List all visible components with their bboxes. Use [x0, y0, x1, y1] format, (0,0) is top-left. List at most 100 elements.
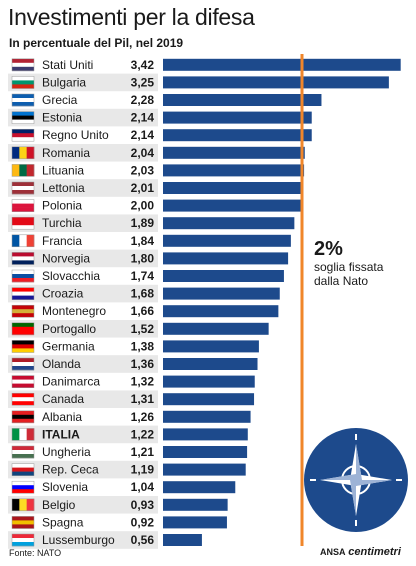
country-label: Polonia: [42, 199, 82, 213]
value-label: 1,89: [131, 216, 155, 230]
bar: [163, 322, 269, 335]
flag-icon: [11, 463, 35, 476]
flag-stripe: [26, 146, 35, 159]
row-background: [8, 390, 158, 408]
value-label: 2,14: [131, 111, 155, 125]
country-label: Regno Unito: [42, 128, 109, 142]
flag-stripe: [12, 446, 34, 451]
bar: [163, 58, 401, 71]
flag-icon: [11, 269, 35, 283]
row-background: [8, 284, 158, 303]
flag-stripe: [12, 62, 34, 68]
flag-stripe: [12, 428, 20, 441]
bar: [163, 217, 295, 230]
flag-stripe: [12, 516, 34, 521]
flag-stripe: [12, 393, 34, 398]
bar: [163, 446, 248, 458]
flag-stripe: [12, 305, 34, 310]
country-label: Germania: [42, 339, 95, 353]
flag-stripe: [12, 94, 34, 99]
value-label: 1,22: [131, 427, 155, 441]
value-label: 2,03: [131, 163, 155, 177]
flag-stripe: [12, 418, 34, 424]
flag-stripe: [19, 146, 27, 159]
bar: [163, 234, 291, 247]
source-note: Fonte: NATO: [9, 548, 62, 558]
flag-stripe: [12, 119, 34, 124]
flag-icon: [11, 480, 35, 494]
bar: [163, 111, 312, 124]
flag-stripe: [12, 217, 34, 222]
flag-icon: [11, 93, 35, 107]
flag-stripe: [12, 344, 34, 349]
country-label: Norvegia: [42, 251, 90, 265]
flag-stripe: [12, 270, 34, 275]
flag-icon: [11, 340, 35, 353]
flag-stripe: [12, 313, 34, 318]
bar: [163, 358, 258, 370]
value-label: 1,84: [131, 234, 155, 248]
country-label: Portogallo: [42, 322, 96, 336]
value-label: 2,04: [131, 146, 155, 160]
flag-stripe: [12, 76, 34, 81]
flag-icon: [11, 533, 35, 547]
value-label: 1,66: [131, 304, 155, 318]
bar: [163, 287, 280, 300]
flag-icon: [11, 304, 35, 318]
flag-stripe: [12, 379, 34, 384]
flag-stripe: [12, 199, 34, 204]
flag-stripe: [12, 84, 34, 89]
flag-stripe: [12, 348, 34, 353]
flag-icon: [11, 516, 35, 529]
value-label: 2,01: [131, 181, 155, 195]
row-background: [8, 144, 158, 162]
flag-stripe: [12, 397, 34, 402]
flag-icon: [11, 111, 35, 124]
country-label: Turchia: [42, 216, 82, 230]
bar: [163, 146, 305, 159]
value-label: 0,92: [131, 515, 155, 529]
country-label: Slovacchia: [42, 269, 100, 283]
value-label: 1,26: [131, 410, 155, 424]
row-background: [8, 460, 158, 479]
value-label: 1,74: [131, 269, 155, 283]
flag-icon: [11, 216, 35, 230]
value-label: 0,93: [131, 498, 155, 512]
country-label: Stati Uniti: [42, 58, 93, 72]
flag-stripe: [12, 98, 34, 103]
flag-stripe: [12, 274, 34, 279]
flag-icon: [11, 287, 35, 300]
country-label: Spagna: [42, 515, 84, 529]
flag-stripe: [12, 454, 34, 459]
flag-stripe: [12, 234, 20, 247]
value-label: 1,38: [131, 339, 155, 353]
bar: [163, 393, 255, 406]
country-label: Bulgaria: [42, 75, 86, 89]
flag-stripe: [12, 111, 34, 116]
bar: [163, 199, 302, 212]
flag-stripe: [12, 225, 34, 230]
flag-stripe: [12, 58, 34, 64]
flag-stripe: [12, 383, 34, 388]
value-label: 2,28: [131, 93, 155, 107]
row-background: [8, 73, 158, 92]
country-label: Belgio: [42, 498, 76, 512]
country-label: ITALIA: [42, 427, 80, 441]
flag-stripe: [12, 463, 34, 468]
flag-stripe: [19, 498, 27, 511]
flag-stripe: [12, 534, 34, 539]
bar: [163, 305, 279, 318]
country-label: Olanda: [42, 357, 81, 371]
flag-icon: [11, 76, 35, 89]
bar: [163, 94, 322, 106]
flag-icon: [11, 375, 35, 388]
flag-stripe: [12, 309, 34, 314]
flag-stripe: [12, 538, 34, 543]
flag-stripe: [12, 366, 34, 371]
flag-icon: [11, 164, 35, 177]
bar: [163, 498, 228, 511]
country-label: Montenegro: [42, 304, 106, 318]
value-label: 2,14: [131, 128, 155, 142]
value-label: 0,56: [131, 533, 155, 547]
row-background: [8, 355, 158, 373]
